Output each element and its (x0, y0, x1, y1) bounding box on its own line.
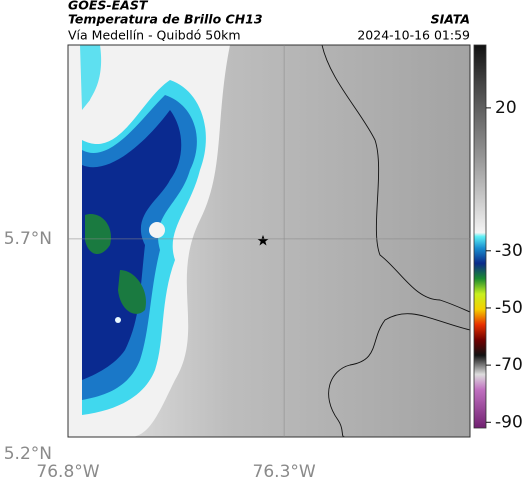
title: Temperatura de Brillo CH13 (68, 12, 263, 27)
source: GOES-EAST (68, 0, 149, 13)
colorbar-tick-label: -30 (495, 241, 523, 261)
colorbar-tick-label: -90 (495, 412, 523, 432)
org: SIATA (431, 12, 470, 27)
colorbar-tick-label: -50 (495, 298, 523, 318)
location-marker (257, 235, 269, 246)
x-tick-label: 76.8°W (36, 462, 99, 482)
colorbar-tick-label: 20 (495, 98, 517, 118)
colorbar-tick-label: -70 (495, 355, 523, 375)
subtitle: Vía Medellín - Quibdó 50km (68, 28, 241, 43)
map-image (68, 45, 470, 437)
x-tick-label: 76.3°W (253, 462, 316, 482)
timestamp: 2024-10-16 01:59 (357, 28, 470, 43)
map-frame (67, 44, 471, 438)
y-tick-label: 5.2°N (4, 444, 52, 464)
colorbar (473, 44, 487, 429)
y-tick-label: 5.7°N (4, 229, 52, 249)
